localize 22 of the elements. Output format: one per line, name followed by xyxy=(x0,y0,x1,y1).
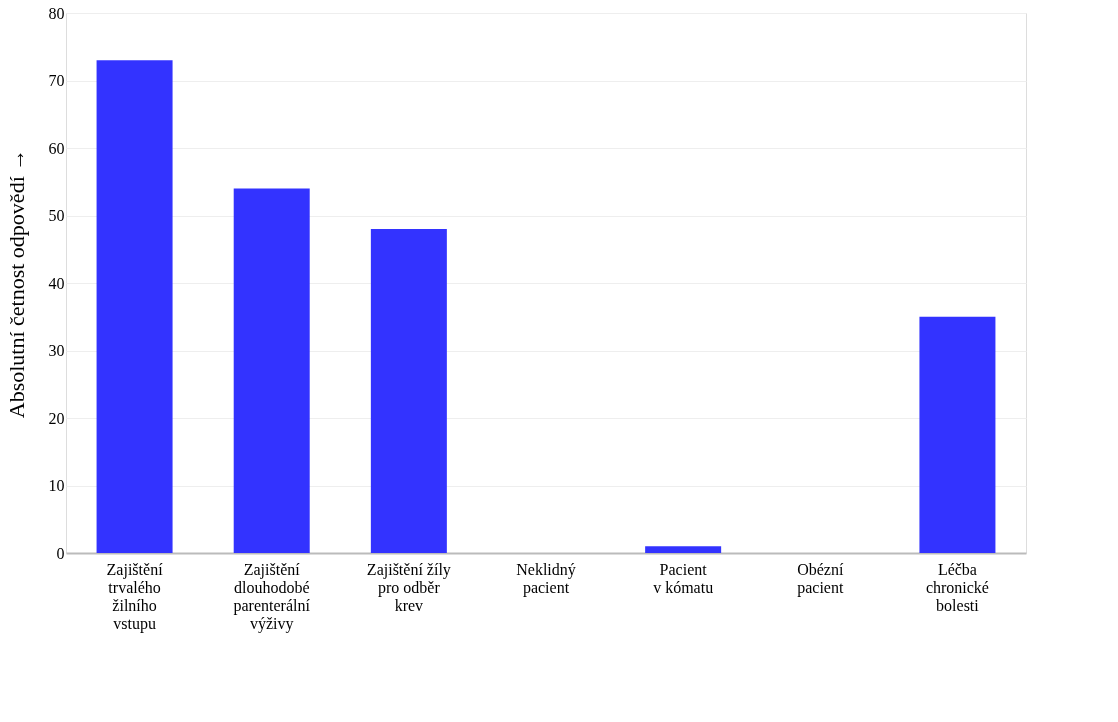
x-tick-label: Obézní pacient xyxy=(797,560,844,597)
y-tick-label: 20 xyxy=(48,409,65,427)
y-tick-label: 30 xyxy=(48,342,65,359)
y-tick-label: 50 xyxy=(48,207,65,224)
bar xyxy=(645,546,722,553)
y-tick-label: 60 xyxy=(48,139,65,157)
x-tick-label: Zajištění dlouhodobé parenterální výživy xyxy=(233,560,311,633)
bar xyxy=(233,188,310,553)
x-tick-label: Neklidný pacient xyxy=(516,560,576,597)
x-tick-label: Pacient v kómatu xyxy=(653,560,714,596)
bar xyxy=(919,316,996,553)
x-tick-label: Zajištění žíly pro odběr krev xyxy=(366,560,451,614)
bar xyxy=(370,229,447,553)
x-tick-label: Zajištění trvalého žilního vstupu xyxy=(106,560,164,633)
y-axis-title: Absolutní četnost odpovědí → xyxy=(3,148,29,419)
y-tick-label: 0 xyxy=(56,544,65,562)
y-tick-label: 70 xyxy=(48,72,65,89)
y-tick-label: 10 xyxy=(48,477,65,494)
y-tick-label: 40 xyxy=(48,274,65,292)
x-tick-label: Léčba chronické bolesti xyxy=(925,560,989,614)
y-tick-label: 80 xyxy=(48,4,65,22)
bar xyxy=(96,60,173,553)
